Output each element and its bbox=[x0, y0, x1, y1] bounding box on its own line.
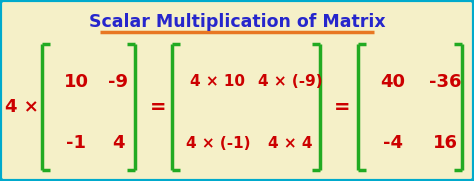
Text: 4 × (-9): 4 × (-9) bbox=[258, 75, 322, 89]
Text: -9: -9 bbox=[108, 73, 128, 91]
Text: 4 × 10: 4 × 10 bbox=[191, 75, 246, 89]
Text: 40: 40 bbox=[381, 73, 405, 91]
Text: 10: 10 bbox=[64, 73, 89, 91]
Text: -4: -4 bbox=[383, 134, 403, 152]
Text: Scalar Multiplication of Matrix: Scalar Multiplication of Matrix bbox=[89, 13, 385, 31]
Text: 4: 4 bbox=[112, 134, 124, 152]
Text: -36: -36 bbox=[429, 73, 461, 91]
Text: -1: -1 bbox=[66, 134, 86, 152]
Text: 4 × 4: 4 × 4 bbox=[268, 136, 312, 150]
Text: 4 ×: 4 × bbox=[5, 98, 39, 116]
Text: =: = bbox=[334, 98, 350, 117]
Text: 16: 16 bbox=[432, 134, 457, 152]
Text: =: = bbox=[150, 98, 166, 117]
Text: 4 × (-1): 4 × (-1) bbox=[186, 136, 250, 150]
